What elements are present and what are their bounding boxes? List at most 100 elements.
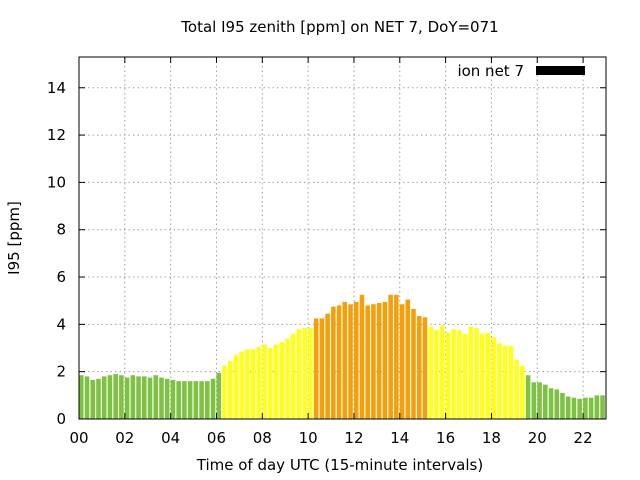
bar xyxy=(313,318,319,419)
bar xyxy=(479,333,485,419)
bar xyxy=(142,376,147,419)
bar xyxy=(548,388,554,419)
x-tick-label: 10 xyxy=(299,429,318,447)
bar xyxy=(90,379,96,419)
bar xyxy=(571,397,577,419)
bar xyxy=(577,398,582,419)
bar xyxy=(588,397,594,419)
bar xyxy=(542,384,548,419)
bar xyxy=(222,365,227,419)
bar xyxy=(107,375,113,419)
bar xyxy=(600,395,605,419)
bar xyxy=(428,326,433,419)
bar xyxy=(302,327,307,419)
bar xyxy=(365,305,370,419)
x-tick-label: 08 xyxy=(253,429,272,447)
bar xyxy=(205,381,210,419)
y-tick-label: 10 xyxy=(47,173,66,191)
bar xyxy=(210,378,216,419)
x-tick-label: 20 xyxy=(528,429,547,447)
bar xyxy=(147,377,153,419)
bar xyxy=(216,372,222,419)
bar xyxy=(273,344,279,419)
bar xyxy=(250,349,256,419)
x-tick-label: 06 xyxy=(207,429,226,447)
bar xyxy=(153,375,159,419)
y-tick-label: 2 xyxy=(56,363,66,381)
bar xyxy=(101,376,107,419)
bar xyxy=(113,374,118,419)
x-tick-label: 22 xyxy=(574,429,593,447)
y-tick-label: 14 xyxy=(47,79,66,97)
chart-title: Total I95 zenith [ppm] on NET 7, DoY=071 xyxy=(180,18,498,36)
x-tick-label: 16 xyxy=(436,429,455,447)
plot-frame xyxy=(78,56,607,420)
bar xyxy=(554,389,560,419)
bar xyxy=(187,381,193,419)
bar xyxy=(382,301,388,419)
bar xyxy=(308,327,313,419)
bar xyxy=(583,397,588,419)
bar xyxy=(411,308,416,419)
bar xyxy=(124,377,130,419)
bar xyxy=(416,316,422,419)
bar xyxy=(353,301,359,419)
bar xyxy=(594,395,600,419)
x-tick-label: 14 xyxy=(390,429,409,447)
bar xyxy=(537,382,542,419)
bar xyxy=(119,375,124,419)
bar xyxy=(159,377,164,419)
bar xyxy=(130,375,136,419)
bar xyxy=(462,333,468,419)
x-axis-label: Time of day UTC (15-minute intervals) xyxy=(196,456,483,474)
bar xyxy=(325,313,330,419)
bar xyxy=(245,349,250,419)
bar xyxy=(342,301,348,419)
bar xyxy=(164,378,170,419)
bar xyxy=(290,333,296,419)
bar xyxy=(331,306,336,419)
bar xyxy=(262,344,267,419)
bar xyxy=(296,329,302,419)
y-tick-label: 12 xyxy=(47,126,66,144)
bar xyxy=(239,351,244,419)
bar xyxy=(170,379,176,419)
bar xyxy=(193,381,199,419)
bar xyxy=(565,396,571,419)
bar xyxy=(399,304,405,419)
legend: ion net 7 xyxy=(457,62,585,80)
x-tick-label: 12 xyxy=(344,429,363,447)
bar xyxy=(319,318,325,419)
bar xyxy=(439,325,445,419)
bar xyxy=(508,345,514,419)
x-tick-label: 00 xyxy=(69,429,88,447)
bar xyxy=(422,317,428,419)
bar xyxy=(285,338,290,419)
bar xyxy=(348,304,353,419)
bar xyxy=(233,355,239,419)
y-tick-label: 4 xyxy=(56,315,66,333)
bar xyxy=(256,346,262,419)
x-tick-label: 02 xyxy=(115,429,134,447)
bar xyxy=(388,294,393,419)
bar xyxy=(268,348,273,419)
bars-layer xyxy=(79,294,605,419)
bar xyxy=(227,361,233,419)
bar xyxy=(182,381,187,419)
bar xyxy=(468,326,474,419)
bar xyxy=(405,299,411,419)
bar xyxy=(176,381,181,419)
bar xyxy=(136,376,141,419)
x-tick-label: 18 xyxy=(482,429,501,447)
bar xyxy=(199,381,204,419)
x-tick-label: 04 xyxy=(161,429,180,447)
bar xyxy=(376,303,382,419)
bar xyxy=(531,382,537,419)
bar xyxy=(79,375,84,419)
bar xyxy=(502,345,508,419)
bar xyxy=(359,294,365,419)
bar xyxy=(497,343,502,419)
bar xyxy=(84,376,90,419)
